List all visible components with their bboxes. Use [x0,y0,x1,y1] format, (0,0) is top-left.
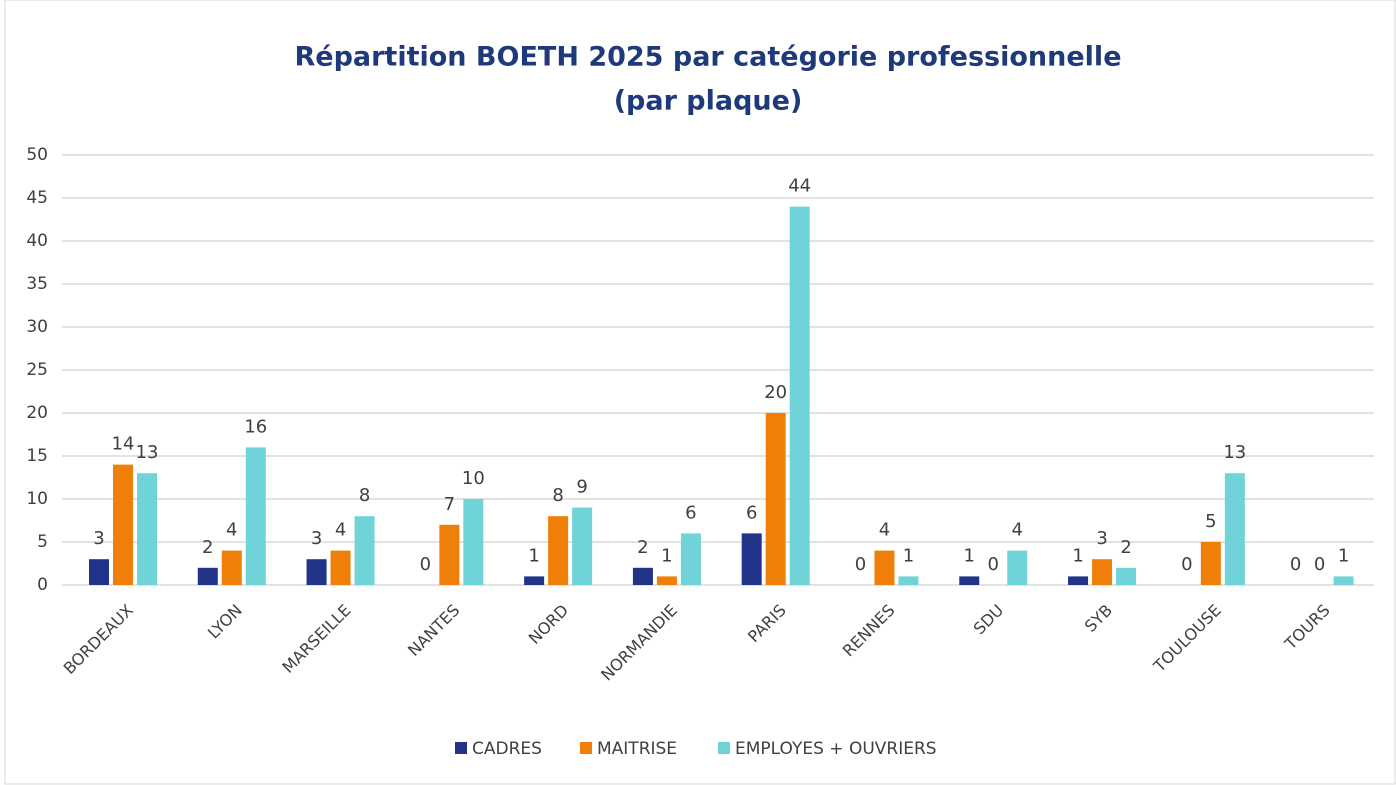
legend-label: EMPLOYES + OUVRIERS [735,739,937,759]
bar [680,533,701,585]
bar [1068,576,1089,585]
value-label: 8 [359,485,370,506]
legend-swatch [455,742,467,754]
value-label: 0 [1314,554,1325,575]
bar [632,567,653,585]
value-label: 1 [528,545,539,566]
legend-swatch [580,742,592,754]
bar [548,516,569,585]
y-tick-label: 30 [26,317,48,337]
value-label: 9 [576,477,587,498]
value-label: 13 [136,442,159,463]
value-label: 8 [552,485,563,506]
chart-frame [4,0,1396,785]
y-tick-label: 50 [26,145,48,165]
value-label: 0 [855,554,866,575]
value-label: 3 [93,528,104,549]
bar [765,413,786,585]
y-tick-label: 0 [37,575,48,595]
value-label: 20 [764,382,787,403]
y-tick-label: 20 [26,403,48,423]
bar [741,533,762,585]
value-label: 5 [1205,511,1216,532]
bar [789,206,810,585]
bar [88,559,109,585]
bar [524,576,545,585]
bar [874,550,895,585]
bar [354,516,375,585]
bar [197,567,218,585]
bar [245,447,266,585]
value-label: 2 [202,537,213,558]
bar [1200,542,1221,585]
bar [136,473,157,585]
legend-label: MAITRISE [597,739,677,759]
value-label: 1 [661,545,672,566]
value-label: 10 [462,468,485,489]
bar [656,576,677,585]
value-label: 0 [1181,554,1192,575]
value-label: 0 [988,554,999,575]
bar [1116,567,1137,585]
y-tick-label: 35 [26,274,48,294]
value-label: 2 [1120,537,1131,558]
legend-swatch [718,742,730,754]
bar [572,507,593,585]
value-label: 2 [637,537,648,558]
value-label: 0 [1290,554,1301,575]
chart-title: Répartition BOETH 2025 par catégorie pro… [294,42,1121,73]
bar [959,576,980,585]
y-tick-label: 5 [37,532,48,552]
bar [330,550,351,585]
chart-subtitle: (par plaque) [614,86,803,117]
legend-label: CADRES [472,739,542,759]
y-tick-label: 45 [26,188,48,208]
bar [1333,576,1354,585]
y-tick-label: 40 [26,231,48,251]
value-label: 13 [1223,442,1246,463]
bar [1007,550,1028,585]
bar [898,576,919,585]
value-label: 6 [685,502,696,523]
value-label: 1 [903,545,914,566]
value-label: 7 [444,494,455,515]
value-label: 1 [1338,545,1349,566]
bar [221,550,242,585]
value-label: 3 [311,528,322,549]
bar [1092,559,1113,585]
value-label: 0 [420,554,431,575]
bar [439,524,460,585]
value-label: 1 [964,545,975,566]
value-label: 6 [746,502,757,523]
value-label: 4 [335,520,346,541]
value-label: 44 [788,176,811,197]
y-tick-label: 25 [26,360,48,380]
bar [306,559,327,585]
y-tick-label: 10 [26,489,48,509]
y-tick-label: 15 [26,446,48,466]
bar [463,499,484,585]
bar [1224,473,1245,585]
value-label: 4 [1012,520,1023,541]
value-label: 16 [244,416,267,437]
value-label: 1 [1072,545,1083,566]
bar [112,464,133,585]
value-label: 3 [1096,528,1107,549]
value-label: 14 [112,434,135,455]
value-label: 4 [879,520,890,541]
value-label: 4 [226,520,237,541]
